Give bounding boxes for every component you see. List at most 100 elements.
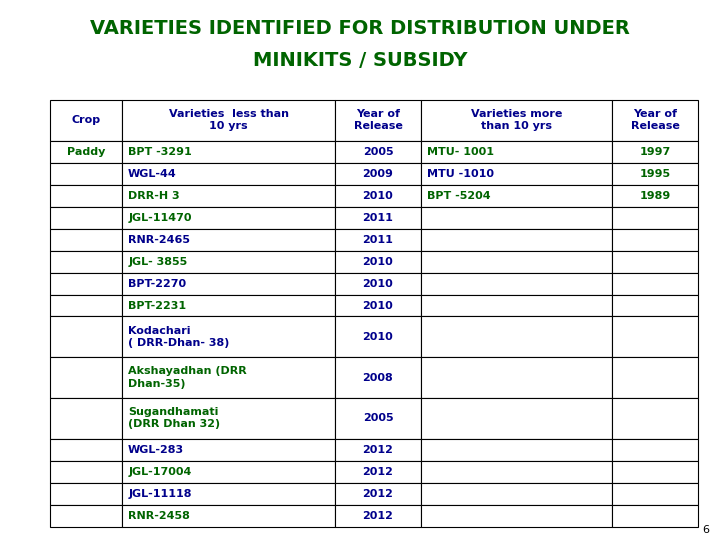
- Bar: [122, 398, 335, 438]
- Bar: [50, 461, 122, 483]
- Bar: [50, 206, 122, 228]
- Text: BPT-2231: BPT-2231: [128, 300, 186, 310]
- Bar: [122, 294, 335, 316]
- Bar: [50, 163, 122, 185]
- Bar: [50, 398, 122, 438]
- Bar: [50, 357, 122, 398]
- Text: BPT -3291: BPT -3291: [128, 146, 192, 157]
- Bar: [612, 206, 698, 228]
- Bar: [612, 273, 698, 294]
- Text: WGL-44: WGL-44: [128, 168, 177, 179]
- Bar: [335, 461, 421, 483]
- Bar: [335, 316, 421, 357]
- Bar: [335, 251, 421, 273]
- Bar: [421, 483, 612, 504]
- Bar: [50, 140, 122, 163]
- Text: 2011: 2011: [363, 234, 393, 245]
- Text: 1989: 1989: [639, 191, 671, 200]
- Bar: [612, 461, 698, 483]
- Text: MTU -1010: MTU -1010: [427, 168, 494, 179]
- Text: 1997: 1997: [639, 146, 671, 157]
- Bar: [122, 357, 335, 398]
- Bar: [122, 273, 335, 294]
- Text: 6: 6: [702, 524, 709, 535]
- Bar: [335, 483, 421, 504]
- Bar: [122, 316, 335, 357]
- Bar: [50, 273, 122, 294]
- Text: MTU- 1001: MTU- 1001: [427, 146, 494, 157]
- Bar: [50, 185, 122, 206]
- Bar: [335, 206, 421, 228]
- Text: BPT-2270: BPT-2270: [128, 279, 186, 288]
- Text: 2012: 2012: [363, 510, 393, 521]
- Bar: [335, 357, 421, 398]
- Text: Varieties more
than 10 yrs: Varieties more than 10 yrs: [471, 109, 562, 131]
- Text: 2011: 2011: [363, 213, 393, 222]
- Bar: [122, 163, 335, 185]
- Text: JGL-11118: JGL-11118: [128, 489, 192, 498]
- Text: RNR-2465: RNR-2465: [128, 234, 190, 245]
- Text: Kodachari
( DRR-Dhan- 38): Kodachari ( DRR-Dhan- 38): [128, 326, 230, 348]
- Bar: [612, 294, 698, 316]
- Bar: [122, 228, 335, 251]
- Bar: [335, 185, 421, 206]
- Bar: [612, 251, 698, 273]
- Text: 2008: 2008: [363, 373, 393, 382]
- Bar: [335, 273, 421, 294]
- Bar: [335, 504, 421, 526]
- Bar: [612, 483, 698, 504]
- Text: VARIETIES IDENTIFIED FOR DISTRIBUTION UNDER: VARIETIES IDENTIFIED FOR DISTRIBUTION UN…: [90, 19, 630, 38]
- Text: BPT -5204: BPT -5204: [427, 191, 490, 200]
- Bar: [122, 185, 335, 206]
- Bar: [335, 294, 421, 316]
- Text: 1995: 1995: [639, 168, 671, 179]
- Bar: [122, 438, 335, 461]
- Text: 2010: 2010: [363, 279, 393, 288]
- Text: 2005: 2005: [363, 413, 393, 423]
- Bar: [335, 163, 421, 185]
- Bar: [50, 228, 122, 251]
- Text: 2010: 2010: [363, 300, 393, 310]
- Bar: [421, 398, 612, 438]
- Bar: [335, 100, 421, 140]
- Bar: [421, 206, 612, 228]
- Bar: [612, 316, 698, 357]
- Text: Sugandhamati
(DRR Dhan 32): Sugandhamati (DRR Dhan 32): [128, 407, 220, 429]
- Bar: [421, 251, 612, 273]
- Bar: [50, 294, 122, 316]
- Bar: [421, 294, 612, 316]
- Text: 2010: 2010: [363, 191, 393, 200]
- Text: Akshayadhan (DRR
Dhan-35): Akshayadhan (DRR Dhan-35): [128, 366, 247, 389]
- Bar: [421, 228, 612, 251]
- Bar: [50, 251, 122, 273]
- Bar: [612, 398, 698, 438]
- Bar: [421, 140, 612, 163]
- Bar: [421, 273, 612, 294]
- Bar: [335, 140, 421, 163]
- Bar: [612, 100, 698, 140]
- Text: 2012: 2012: [363, 489, 393, 498]
- Bar: [122, 504, 335, 526]
- Bar: [122, 483, 335, 504]
- Bar: [612, 185, 698, 206]
- Bar: [335, 228, 421, 251]
- Text: Varieties  less than
10 yrs: Varieties less than 10 yrs: [168, 109, 289, 131]
- Text: Paddy: Paddy: [67, 146, 106, 157]
- Bar: [122, 140, 335, 163]
- Bar: [50, 316, 122, 357]
- Bar: [50, 438, 122, 461]
- Text: WGL-283: WGL-283: [128, 444, 184, 455]
- Bar: [421, 185, 612, 206]
- Bar: [335, 398, 421, 438]
- Text: 2012: 2012: [363, 467, 393, 476]
- Bar: [335, 438, 421, 461]
- Bar: [421, 438, 612, 461]
- Bar: [421, 461, 612, 483]
- Text: Year of
Release: Year of Release: [631, 109, 680, 131]
- Text: RNR-2458: RNR-2458: [128, 510, 190, 521]
- Bar: [612, 228, 698, 251]
- Bar: [122, 461, 335, 483]
- Bar: [612, 504, 698, 526]
- Bar: [122, 251, 335, 273]
- Text: JGL-11470: JGL-11470: [128, 213, 192, 222]
